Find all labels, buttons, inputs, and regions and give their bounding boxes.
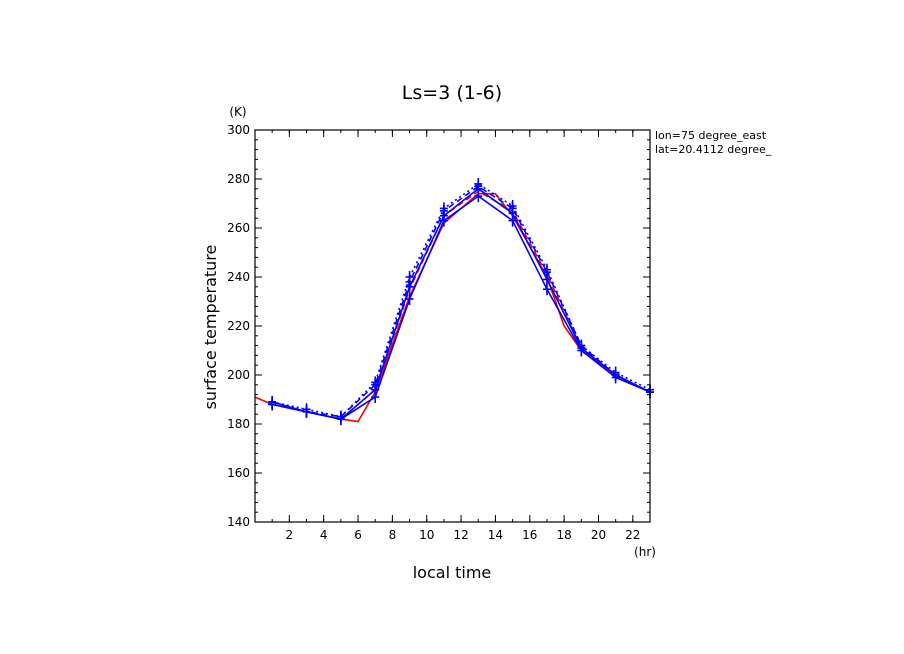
series-line-5	[272, 185, 651, 418]
annotation-lat: lat=20.4112 degree_	[655, 143, 772, 156]
series-6-point	[508, 199, 517, 212]
series-6-point	[439, 202, 448, 215]
x-tick-label: 14	[488, 528, 503, 542]
y-tick-label: 240	[227, 270, 250, 284]
x-tick-label: 10	[419, 528, 434, 542]
x-tick-label: 4	[320, 528, 328, 542]
series-6-point	[611, 366, 620, 379]
series-line-6	[272, 182, 651, 418]
series-6-point	[542, 263, 551, 276]
series-6-point	[336, 410, 345, 423]
y-tick-label: 260	[227, 221, 250, 235]
x-tick-label: 6	[354, 528, 362, 542]
series-6-point	[405, 271, 414, 283]
annotation-lon: lon=75 degree_east	[655, 129, 767, 142]
series-layer	[254, 177, 654, 426]
series-6-point	[474, 177, 483, 190]
x-axis-label: local time	[413, 563, 492, 582]
series-6-point	[577, 339, 586, 352]
plot-frame	[254, 129, 651, 523]
y-tick-label: 160	[227, 466, 250, 480]
y-tick-label: 140	[227, 515, 250, 529]
x-tick-label: 22	[625, 528, 640, 542]
y-tick-label: 280	[227, 172, 250, 186]
y-axis-label: surface temperature	[201, 245, 220, 410]
y-axis-unit: (K)	[229, 105, 246, 119]
chart-title: Ls=3 (1-6)	[402, 82, 502, 104]
series-line-3	[272, 195, 651, 420]
y-tick-label: 300	[227, 123, 250, 137]
y-tick-label: 220	[227, 319, 250, 333]
axis-ticks: 2 4 6 8 10 12 14 16 18 20 22 140 160 180 200 220 240 260 2…	[227, 123, 650, 542]
series-6-point	[371, 376, 380, 389]
x-tick-label: 20	[591, 528, 606, 542]
series-6-point	[302, 403, 311, 416]
y-tick-label: 180	[227, 417, 250, 431]
y-tick-label: 200	[227, 368, 250, 382]
series-3-point	[405, 293, 414, 306]
series-6-point	[268, 395, 277, 408]
x-tick-label: 18	[556, 528, 571, 542]
x-tick-label: 16	[522, 528, 537, 542]
x-tick-label: 2	[286, 528, 294, 542]
x-axis-unit: (hr)	[634, 545, 656, 559]
series-line-2	[272, 190, 651, 420]
x-tick-label: 12	[453, 528, 468, 542]
series-line-4	[271, 187, 651, 420]
series-line-1	[254, 192, 651, 423]
x-tick-label: 8	[389, 528, 397, 542]
